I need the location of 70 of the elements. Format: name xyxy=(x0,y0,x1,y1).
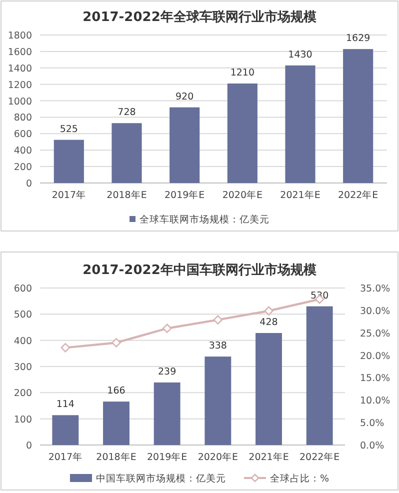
data-label: 1629 xyxy=(346,33,370,44)
legend-label: 中国车联网市场规模：亿美元 xyxy=(96,472,226,484)
data-label: 239 xyxy=(158,366,176,378)
y-tick-label: 200 xyxy=(14,388,32,400)
x-tick-label: 2021年E xyxy=(248,451,289,463)
x-tick-label: 2022年E xyxy=(338,189,378,201)
x-tick-label: 2018年E xyxy=(96,451,136,463)
y-tick-label: 400 xyxy=(14,146,32,157)
bar xyxy=(343,49,374,183)
y2-tick-label: 20.0% xyxy=(360,350,390,362)
y-tick-label: 100 xyxy=(14,414,32,426)
chart-title: 2017-2022年中国车联网行业市场规模 xyxy=(82,262,316,278)
y-tick-label: 0 xyxy=(26,178,32,190)
data-label: 1210 xyxy=(230,68,255,79)
y-tick-label: 1000 xyxy=(8,96,32,108)
bar xyxy=(204,356,232,445)
x-tick-label: 2020年E xyxy=(198,451,238,463)
legend-label: 全球占比：% xyxy=(270,472,330,484)
bar xyxy=(103,402,130,445)
y2-tick-label: 5.0% xyxy=(360,418,384,430)
bar xyxy=(112,123,142,183)
data-label: 728 xyxy=(118,107,136,118)
y-tick-label: 400 xyxy=(14,336,32,347)
x-tick-label: 2017年 xyxy=(52,189,86,201)
y-tick-label: 1800 xyxy=(8,30,32,42)
y-tick-label: 600 xyxy=(14,129,32,140)
y-tick-label: 500 xyxy=(14,310,32,321)
legend-label: 全球车联网市场规模：亿美元 xyxy=(140,214,270,226)
y-tick-label: 800 xyxy=(14,112,32,124)
bar xyxy=(306,306,333,445)
y-tick-label: 200 xyxy=(14,162,32,174)
bar xyxy=(54,140,84,183)
data-label: 428 xyxy=(260,317,278,328)
point xyxy=(213,315,223,324)
point xyxy=(162,324,172,334)
data-label: 338 xyxy=(208,340,227,352)
data-label: 166 xyxy=(107,386,126,397)
y-tick-label: 600 xyxy=(14,284,32,294)
x-tick-label: 2021年E xyxy=(280,189,320,201)
y-tick-label: 300 xyxy=(14,362,32,373)
y-tick-label: 1200 xyxy=(8,80,32,91)
point xyxy=(60,343,70,352)
bar xyxy=(256,333,282,445)
y2-tick-label: 0.0% xyxy=(360,440,384,452)
data-label: 920 xyxy=(176,91,194,102)
y-tick-label: 0 xyxy=(26,440,32,452)
data-label: 114 xyxy=(56,399,74,410)
x-tick-label: 2017年 xyxy=(48,451,83,463)
bar xyxy=(52,415,79,445)
bar xyxy=(170,107,200,183)
bar xyxy=(227,84,258,183)
point xyxy=(112,338,121,348)
y-tick-label: 1400 xyxy=(8,63,32,74)
x-tick-label: 2020年E xyxy=(222,189,263,201)
y2-tick-label: 35.0% xyxy=(360,284,390,294)
y-tick-label: 1600 xyxy=(8,46,32,58)
data-label: 525 xyxy=(60,124,78,135)
bar xyxy=(285,65,316,183)
data-label: 1430 xyxy=(288,49,312,60)
y2-tick-label: 10.0% xyxy=(360,396,390,407)
chart-title: 2017-2022年全球车联网行业市场规模 xyxy=(82,9,316,25)
x-tick-label: 2018年E xyxy=(106,189,147,201)
x-tick-label: 2019年E xyxy=(164,189,205,201)
point xyxy=(264,306,274,316)
y2-tick-label: 30.0% xyxy=(360,306,390,317)
x-tick-label: 2019年E xyxy=(146,451,188,463)
x-tick-label: 2022年E xyxy=(299,451,340,463)
y2-tick-label: 15.0% xyxy=(360,373,390,384)
y2-tick-label: 25.0% xyxy=(360,328,390,340)
bar xyxy=(154,382,180,445)
